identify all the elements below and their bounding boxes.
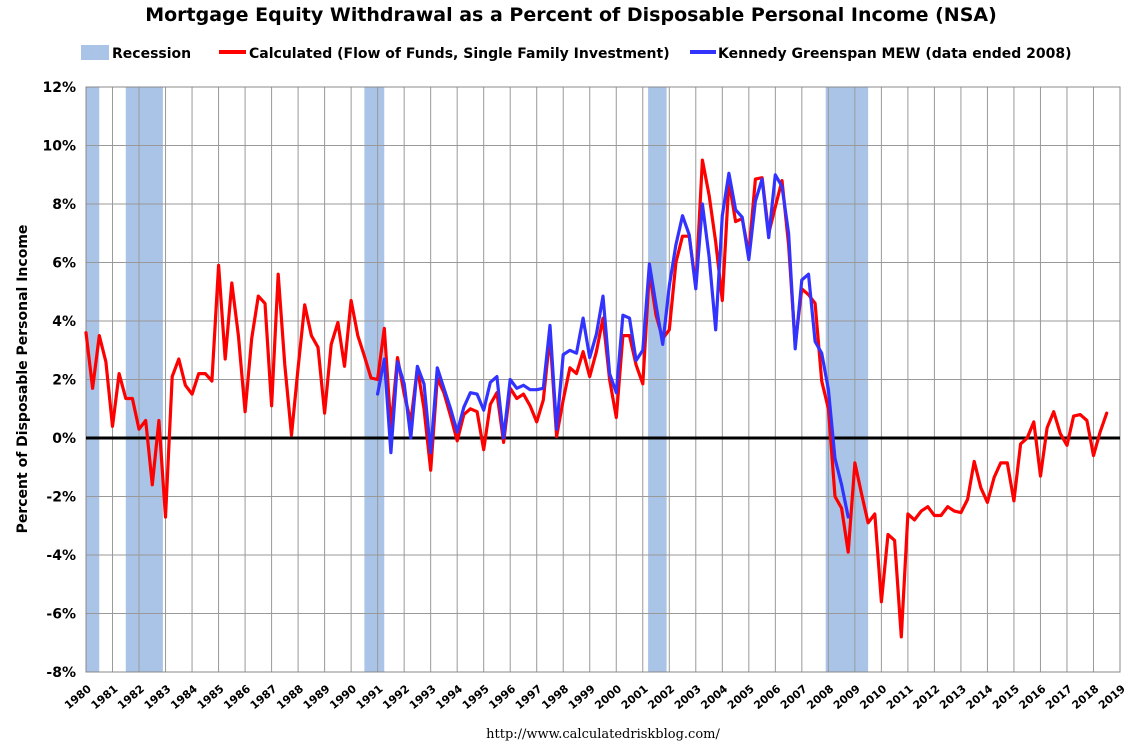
x-tick-label: 1995 bbox=[460, 682, 492, 712]
x-tick-label: 1988 bbox=[274, 682, 306, 712]
x-tick-label: 2007 bbox=[778, 682, 810, 712]
x-tick-label: 1992 bbox=[380, 682, 412, 712]
x-tick-label: 2013 bbox=[937, 682, 969, 712]
x-tick-label: 1993 bbox=[407, 682, 439, 712]
x-tick-label: 1987 bbox=[248, 682, 280, 712]
legend-calculated-label: Calculated (Flow of Funds, Single Family… bbox=[249, 46, 670, 62]
x-tick-label: 2016 bbox=[1017, 682, 1049, 712]
y-axis-label: Percent of Disposable Personal Income bbox=[15, 225, 31, 534]
x-tick-label: 1991 bbox=[354, 682, 386, 712]
x-tick-label: 1998 bbox=[539, 682, 571, 712]
x-tick-label: 2002 bbox=[645, 682, 677, 712]
x-tick-label: 1989 bbox=[301, 682, 333, 712]
x-tick-label: 1994 bbox=[433, 682, 465, 712]
x-tick-label: 1982 bbox=[115, 682, 147, 712]
chart-title: Mortgage Equity Withdrawal as a Percent … bbox=[145, 4, 997, 26]
legend: Recession Calculated (Flow of Funds, Sin… bbox=[81, 45, 1071, 62]
y-tick-label: 6% bbox=[52, 256, 76, 272]
x-tick-label: 1999 bbox=[566, 682, 598, 712]
x-tick-label: 2005 bbox=[725, 682, 757, 712]
y-tick-label: 4% bbox=[52, 314, 76, 330]
y-tick-label: -2% bbox=[46, 490, 76, 506]
y-tick-label: -6% bbox=[46, 607, 76, 623]
legend-recession-swatch bbox=[81, 45, 109, 60]
y-tick-label: 0% bbox=[52, 431, 76, 447]
y-tick-label: 8% bbox=[52, 197, 76, 213]
series-line-kennedy-greenspan bbox=[376, 171, 850, 519]
x-tick-label: 1990 bbox=[327, 682, 359, 712]
y-tick-label: 2% bbox=[52, 373, 76, 389]
x-tick-label: 2018 bbox=[1070, 682, 1102, 712]
legend-kennedy-label: Kennedy Greenspan MEW (data ended 2008) bbox=[718, 46, 1071, 62]
series-line-calculated bbox=[84, 158, 1109, 639]
x-tick-label: 1981 bbox=[89, 682, 121, 712]
x-tick-label: 2001 bbox=[619, 682, 651, 712]
y-axis-ticks: 12% 10% 8% 6% 4% 2% 0% -2% -4% -6% -8% bbox=[42, 80, 76, 681]
x-tick-label: 2017 bbox=[1043, 682, 1075, 712]
y-tick-label: -8% bbox=[46, 665, 76, 681]
x-tick-label: 2004 bbox=[698, 682, 730, 712]
x-tick-label: 1980 bbox=[62, 682, 94, 712]
y-tick-label: -4% bbox=[46, 548, 76, 564]
x-tick-label: 2006 bbox=[751, 682, 783, 712]
source-url: http://www.calculatedriskblog.com/ bbox=[486, 727, 720, 742]
x-tick-label: 2011 bbox=[884, 682, 916, 712]
x-tick-label: 1997 bbox=[513, 682, 545, 712]
x-tick-label: 2003 bbox=[672, 682, 704, 712]
x-tick-label: 1986 bbox=[221, 682, 253, 712]
x-tick-label: 1983 bbox=[142, 682, 174, 712]
x-tick-label: 1984 bbox=[168, 682, 200, 712]
x-tick-label: 2010 bbox=[857, 682, 889, 712]
y-tick-label: 12% bbox=[42, 80, 76, 96]
plot-border bbox=[85, 86, 1121, 673]
x-tick-label: 2008 bbox=[804, 682, 836, 712]
x-tick-label: 2000 bbox=[592, 682, 624, 712]
x-tick-label: 2015 bbox=[990, 682, 1022, 712]
x-tick-label: 2012 bbox=[911, 682, 943, 712]
x-axis-ticks: 1980198119821983198419851986198719881989… bbox=[62, 682, 1128, 712]
y-tick-label: 10% bbox=[42, 139, 76, 155]
x-tick-label: 2014 bbox=[964, 682, 996, 712]
legend-recession-label: Recession bbox=[112, 46, 191, 62]
x-tick-label: 2009 bbox=[831, 682, 863, 712]
series-lines bbox=[84, 158, 1109, 639]
x-tick-label: 1985 bbox=[195, 682, 227, 712]
x-tick-label: 1996 bbox=[486, 682, 518, 712]
x-tick-label: 2019 bbox=[1096, 682, 1128, 712]
